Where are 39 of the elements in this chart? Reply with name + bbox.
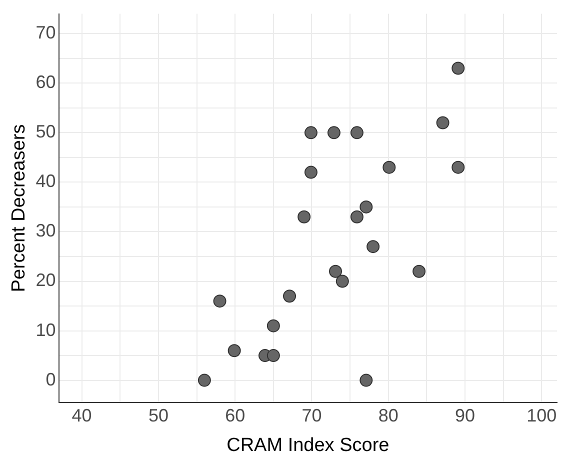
y-tick-label: 40 bbox=[36, 171, 56, 192]
point bbox=[350, 210, 364, 224]
point bbox=[327, 126, 340, 140]
point bbox=[436, 116, 450, 130]
point bbox=[266, 349, 280, 362]
point bbox=[360, 200, 373, 214]
y-tick-label: 30 bbox=[36, 220, 56, 241]
y-tick-label: 60 bbox=[36, 72, 56, 92]
point bbox=[329, 264, 342, 278]
y-tick-label: 70 bbox=[36, 22, 56, 43]
y-tick-label: 0 bbox=[46, 369, 56, 390]
x-tick-label: 50 bbox=[148, 405, 168, 426]
point bbox=[452, 160, 465, 174]
point bbox=[198, 374, 211, 387]
y-tick-label: 10 bbox=[36, 320, 56, 340]
point bbox=[360, 374, 373, 387]
point bbox=[452, 62, 465, 75]
y-axis-title: Percent Decreasers bbox=[8, 124, 30, 292]
x-tick-label: 70 bbox=[302, 405, 322, 426]
y-tick-label: 20 bbox=[36, 270, 56, 290]
point bbox=[228, 344, 241, 358]
point bbox=[283, 290, 296, 303]
point bbox=[213, 294, 226, 308]
point bbox=[350, 126, 364, 140]
x-tick-label: 90 bbox=[455, 405, 476, 426]
point bbox=[304, 166, 318, 179]
y-tick-label: 50 bbox=[36, 122, 56, 142]
point bbox=[304, 126, 318, 140]
point bbox=[366, 240, 380, 254]
point bbox=[266, 319, 280, 332]
x-tick-label: 60 bbox=[225, 405, 246, 426]
point bbox=[382, 160, 396, 174]
point bbox=[336, 274, 349, 288]
x-tick-label: 100 bbox=[526, 405, 557, 426]
x-tick-label: 40 bbox=[72, 405, 92, 426]
x-axis-title: CRAM Index Score bbox=[226, 434, 390, 456]
x-tick-label: 80 bbox=[378, 405, 398, 426]
point bbox=[412, 264, 426, 278]
point bbox=[298, 210, 311, 224]
